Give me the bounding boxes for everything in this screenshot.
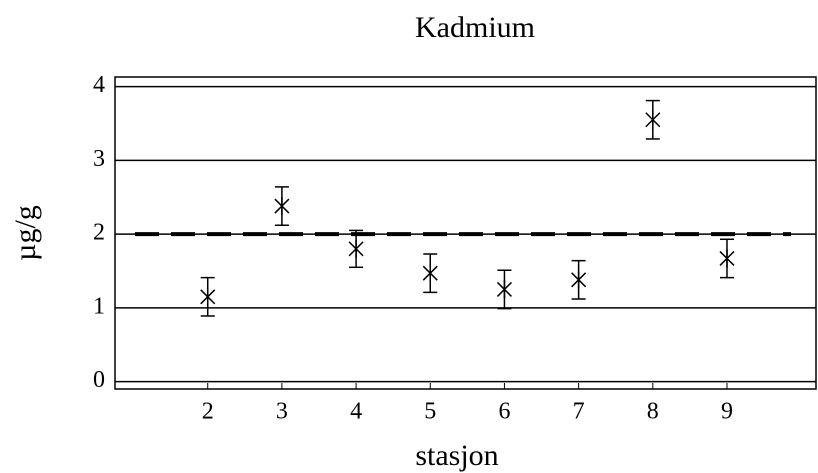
y-tick-label: 2	[93, 220, 105, 246]
x-tick-label: 5	[424, 399, 436, 425]
y-tick-label: 3	[93, 146, 105, 172]
x-axis-label: stasjon	[415, 439, 498, 472]
x-tick-label: 4	[350, 399, 362, 425]
point	[200, 287, 216, 306]
point	[348, 239, 364, 258]
x-tick-label: 6	[498, 399, 510, 425]
x-tick-label: 3	[276, 399, 288, 425]
y-tick-label: 1	[93, 293, 105, 319]
y-tick-label: 0	[93, 367, 105, 393]
y-tick-label: 4	[93, 72, 105, 98]
point	[274, 197, 290, 216]
point	[496, 280, 512, 299]
x-tick-label: 7	[573, 399, 585, 425]
x-tick-label: 2	[202, 399, 214, 425]
point	[645, 110, 661, 129]
point	[422, 264, 438, 283]
x-tick-label: 8	[647, 399, 659, 425]
plot-frame	[114, 76, 817, 390]
chart-title: Kadmium	[415, 11, 535, 44]
y-axis-label: µg/g	[9, 205, 42, 261]
point	[719, 249, 735, 268]
point	[571, 270, 587, 289]
x-tick-label: 9	[721, 399, 733, 425]
